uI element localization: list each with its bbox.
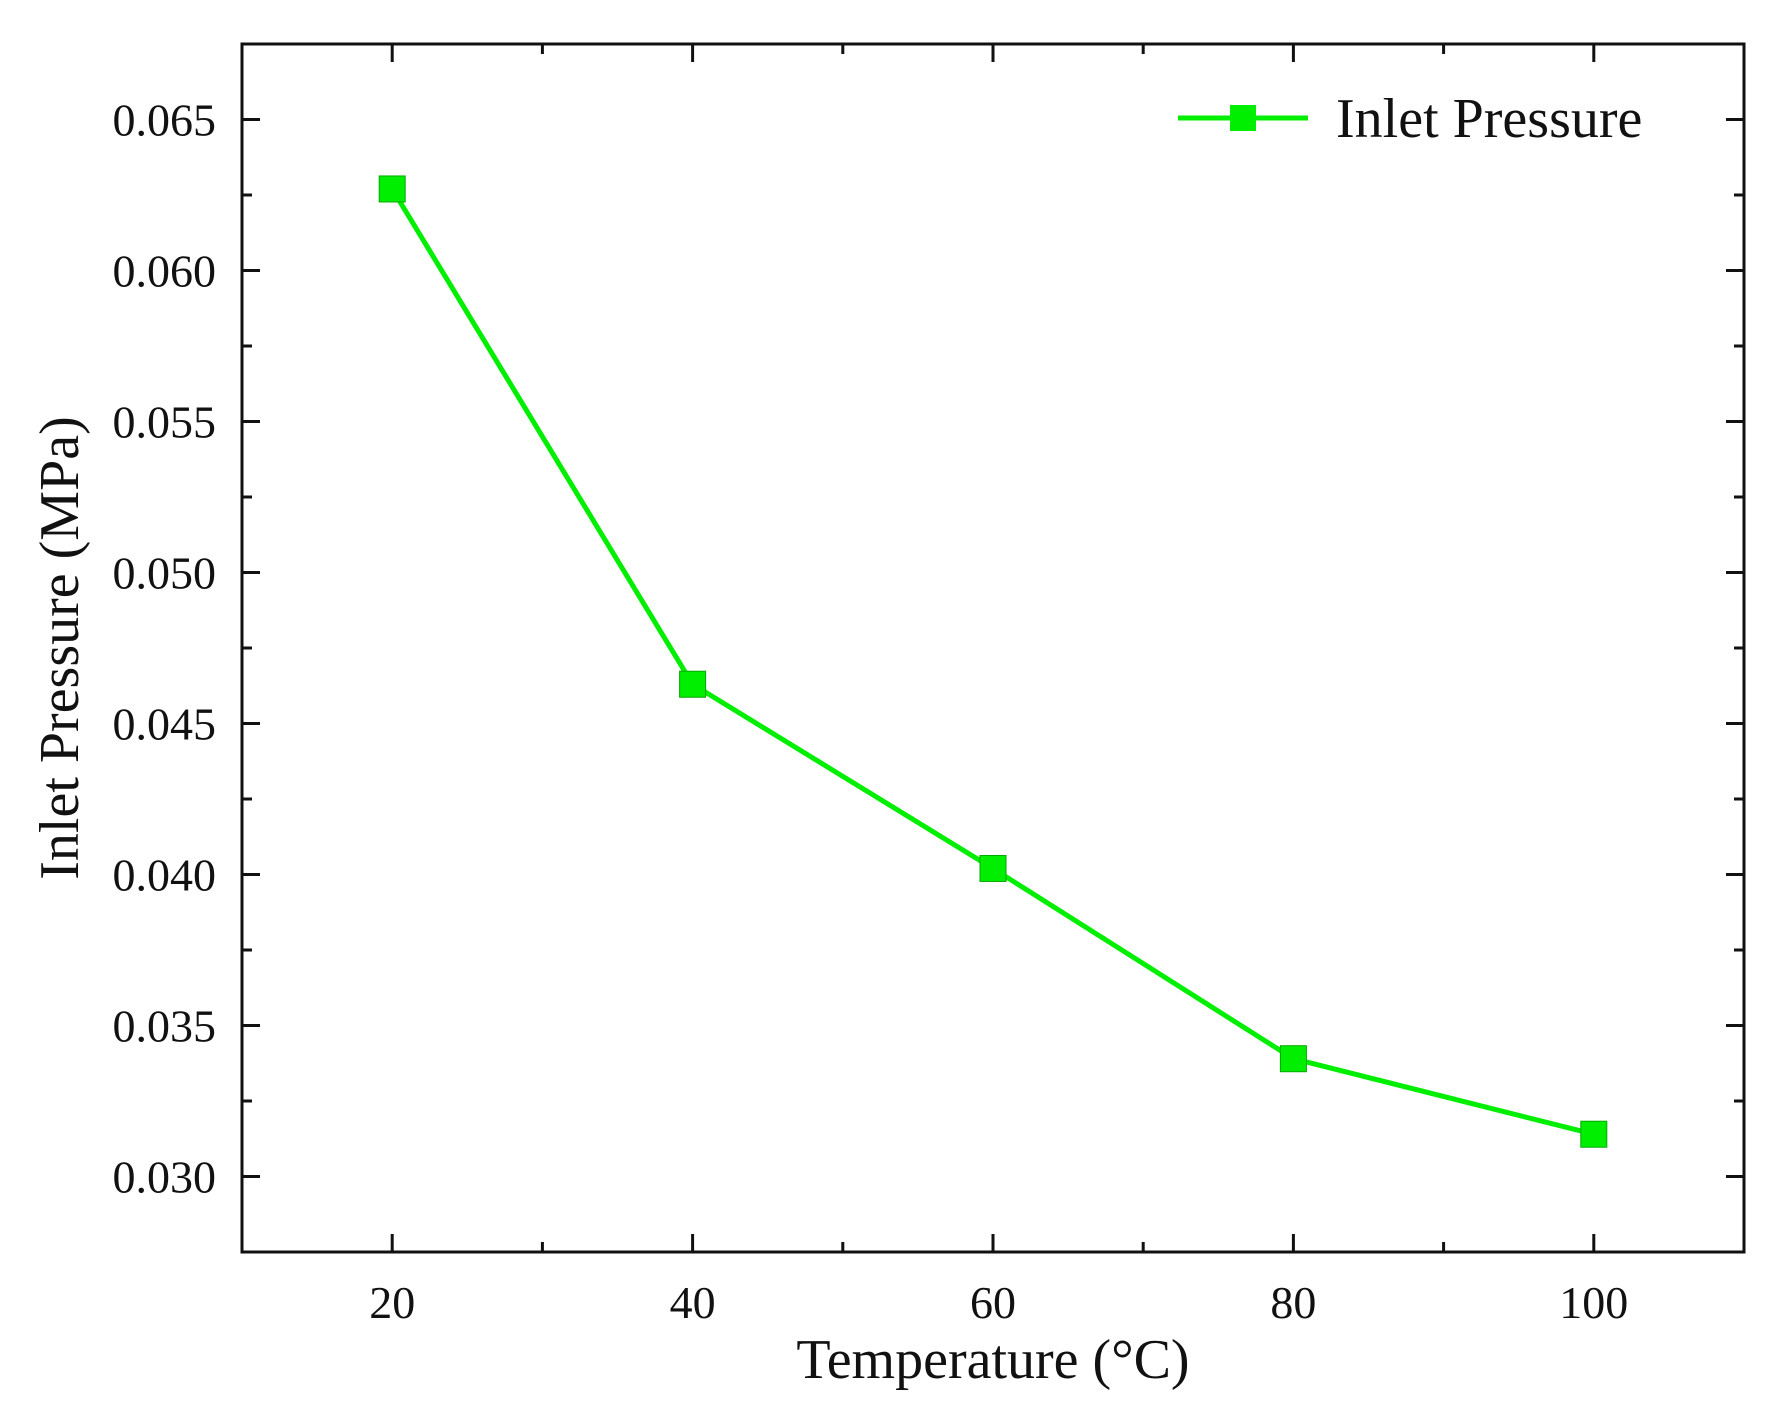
x-tick-label: 80 <box>1270 1277 1316 1328</box>
x-tick-label: 40 <box>670 1277 716 1328</box>
y-tick-label: 0.035 <box>113 1001 217 1052</box>
y-tick-label: 0.050 <box>113 548 217 599</box>
data-point <box>1279 1045 1307 1073</box>
legend-marker-swatch <box>1230 105 1256 131</box>
y-tick-label: 0.065 <box>113 95 217 146</box>
axes: 20 40 60 80 100 0.030 0.035 0.040 0.045 0.050 0.05… <box>113 42 1746 1328</box>
data-point <box>679 670 707 698</box>
y-tick-label: 0.060 <box>113 246 217 297</box>
y-tick-label: 0.055 <box>113 397 217 448</box>
y-axis-title: Inlet Pressure (MPa) <box>29 416 91 879</box>
x-tick-label: 100 <box>1559 1277 1628 1328</box>
data-point <box>979 854 1007 882</box>
data-point <box>1580 1120 1608 1148</box>
series-layer <box>378 175 1608 1148</box>
y-tick-label: 0.040 <box>113 850 217 901</box>
data-point <box>378 175 406 203</box>
x-tick-label: 60 <box>970 1277 1016 1328</box>
x-axis-title: Temperature (°C) <box>796 1329 1189 1391</box>
x-tick-label: 20 <box>369 1277 415 1328</box>
y-tick-label: 0.030 <box>113 1152 217 1203</box>
legend: Inlet Pressure <box>1178 88 1642 150</box>
legend-label: Inlet Pressure <box>1336 88 1642 150</box>
y-tick-label: 0.045 <box>113 699 217 750</box>
